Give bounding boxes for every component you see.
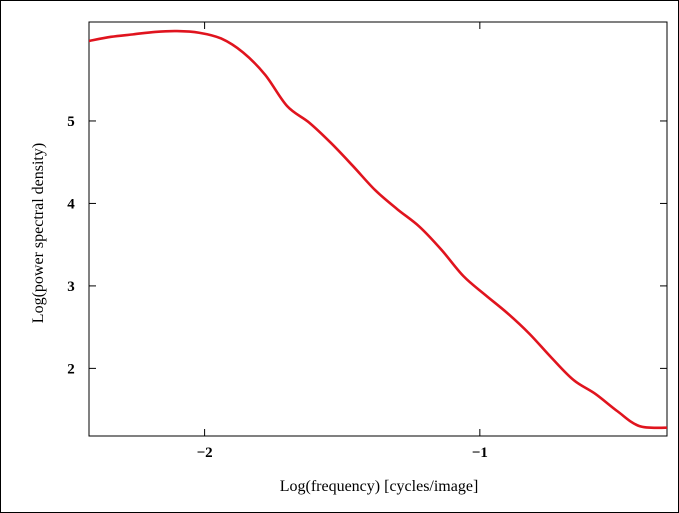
axis-ticks: −2 −1 2 3 4 5 — [67, 22, 667, 461]
plot-border — [88, 21, 668, 437]
x-tick-label: −1 — [472, 445, 488, 461]
x-axis-label: Log(frequency) [cycles/image] — [280, 478, 479, 495]
series-line — [89, 29, 667, 430]
y-tick-label: 5 — [67, 114, 75, 130]
y-tick-label: 2 — [67, 361, 75, 377]
y-axis-label: Log(power spectral density) — [30, 143, 47, 323]
plot-area — [88, 21, 668, 437]
x-tick-label: −2 — [197, 445, 213, 461]
y-tick-label: 3 — [67, 279, 75, 295]
y-tick-label: 4 — [67, 196, 75, 212]
series-layer — [89, 29, 667, 430]
